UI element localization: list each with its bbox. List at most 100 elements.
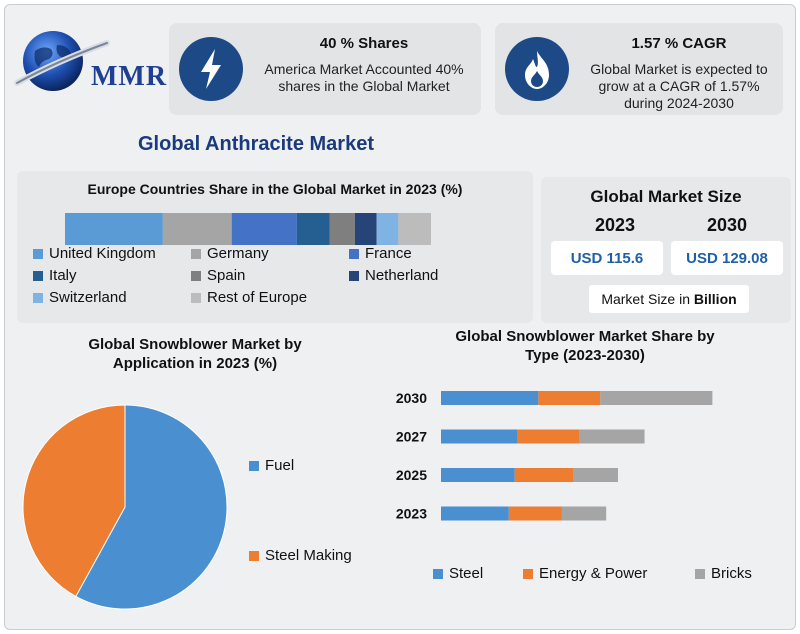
legend-swatch bbox=[33, 292, 43, 303]
shares-text-line2: shares in the Global Market bbox=[278, 78, 450, 94]
shares-text-line1: America Market Accounted 40% bbox=[264, 61, 464, 77]
europe-legend-germany: Germany bbox=[191, 245, 269, 262]
type-category-label-2030: 2030 bbox=[396, 390, 427, 406]
pie-slice-fuel bbox=[75, 404, 228, 610]
cagr-text-line3: during 2024-2030 bbox=[624, 95, 734, 111]
legend-label: Switzerland bbox=[49, 289, 127, 306]
europe-bar-segment-rest-of-europe bbox=[398, 213, 431, 245]
legend-label: Spain bbox=[207, 267, 246, 284]
europe-legend-netherland: Netherland bbox=[349, 267, 438, 284]
type-bar-2025-energy-power bbox=[514, 468, 574, 482]
type-bar-2030-steel bbox=[441, 391, 539, 405]
pie-legend-steel-making: Steel Making bbox=[249, 547, 352, 564]
page-title: Global Anthracite Market bbox=[138, 133, 374, 155]
type-bar-2025-steel bbox=[441, 468, 515, 482]
type-legend-steel: Steel bbox=[433, 565, 483, 582]
europe-legend-switzerland: Switzerland bbox=[33, 289, 127, 306]
legend-swatch bbox=[349, 270, 359, 281]
europe-share-panel: Europe Countries Share in the Global Mar… bbox=[17, 171, 533, 323]
shares-card: 40 % Shares America Market Accounted 40%… bbox=[169, 23, 481, 115]
cagr-text-line2: grow at a CAGR of 1.57% bbox=[598, 78, 760, 94]
market-size-title: Global Market Size bbox=[590, 187, 742, 206]
legend-swatch bbox=[249, 550, 259, 561]
market-size-2030-value: USD 129.08 bbox=[671, 241, 783, 275]
flame-icon bbox=[505, 37, 569, 101]
europe-chart-title: Europe Countries Share in the Global Mar… bbox=[87, 181, 463, 197]
type-bar-2027-energy-power bbox=[517, 429, 580, 444]
type-category-label-2027: 2027 bbox=[396, 429, 427, 445]
europe-bar-segment-united-kingdom bbox=[65, 213, 163, 245]
type-title-line1: Global Snowblower Market Share by bbox=[455, 328, 715, 345]
market-size-unit: Market Size in Billion bbox=[589, 285, 749, 313]
europe-bar-segment-germany bbox=[162, 213, 232, 245]
type-bar-2023-bricks bbox=[561, 506, 607, 521]
type-bar-2023-energy-power bbox=[508, 506, 562, 521]
legend-label: Italy bbox=[49, 267, 77, 284]
market-size-year-2023: 2023 bbox=[595, 215, 636, 235]
type-bar-2023-steel bbox=[441, 506, 509, 521]
legend-swatch bbox=[33, 270, 43, 281]
europe-bar-segment-netherland bbox=[354, 213, 377, 245]
cagr-text-line1: Global Market is expected to bbox=[590, 61, 768, 77]
europe-legend-france: France bbox=[349, 245, 412, 262]
europe-bar-segment-france bbox=[231, 213, 297, 245]
legend-swatch bbox=[695, 568, 705, 579]
application-pie-chart bbox=[22, 404, 228, 610]
legend-swatch bbox=[523, 568, 533, 579]
legend-label: Netherland bbox=[365, 267, 439, 284]
europe-bar-segment-spain bbox=[329, 213, 355, 245]
legend-swatch bbox=[191, 248, 201, 259]
type-category-label-2025: 2025 bbox=[396, 467, 427, 483]
type-chart-title: Global Snowblower Market Share by Type (… bbox=[425, 327, 745, 365]
pie-legend-fuel: Fuel bbox=[249, 457, 294, 474]
type-bar-2030-energy-power bbox=[538, 391, 601, 405]
type-legend-energy-power: Energy & Power bbox=[523, 565, 647, 582]
europe-bar-segment-italy bbox=[296, 213, 330, 245]
europe-legend-italy: Italy bbox=[33, 267, 77, 284]
europe-bar-segment-switzerland bbox=[376, 213, 399, 245]
market-size-unit-bold: Billion bbox=[693, 291, 737, 307]
legend-swatch bbox=[433, 568, 443, 579]
type-bar-2027-steel bbox=[441, 429, 518, 444]
cagr-title: 1.57 % CAGR bbox=[631, 35, 727, 52]
legend-label: Rest of Europe bbox=[207, 289, 308, 306]
shares-title: 40 % Shares bbox=[319, 35, 409, 52]
type-category-label-2023: 2023 bbox=[396, 506, 427, 522]
globe-icon bbox=[14, 31, 110, 91]
pie-slice-steel-making bbox=[22, 404, 126, 598]
mmr-logo: MMR bbox=[13, 15, 166, 95]
legend-label: United Kingdom bbox=[49, 245, 156, 262]
pie-title-line2: Application in 2023 (%) bbox=[112, 355, 278, 372]
pie-title-line1: Global Snowblower Market by bbox=[88, 336, 302, 353]
type-legend-bricks: Bricks bbox=[695, 565, 752, 582]
market-size-unit-prefix: Market Size in bbox=[601, 291, 694, 307]
lightning-icon bbox=[179, 37, 243, 101]
legend-label: Energy & Power bbox=[539, 565, 648, 582]
market-size-panel: Global Market Size 2023 2030 USD 115.6 U… bbox=[541, 177, 791, 323]
pie-chart-title: Global Snowblower Market by Application … bbox=[45, 335, 345, 373]
legend-label: Fuel bbox=[265, 457, 295, 474]
type-bar-2027-bricks bbox=[579, 429, 645, 444]
legend-label: Steel Making bbox=[265, 547, 352, 564]
type-bar-2030-bricks bbox=[600, 391, 713, 405]
cagr-card: 1.57 % CAGR Global Market is expected to… bbox=[495, 23, 783, 115]
market-size-year-2030: 2030 bbox=[707, 215, 748, 235]
type-stacked-bar-chart: 2030 2027 2025 2023 bbox=[396, 390, 713, 522]
market-size-2023-value: USD 115.6 bbox=[551, 241, 663, 275]
infographic-frame: MMR 40 % Shares America Market Accounted… bbox=[4, 4, 796, 630]
legend-swatch bbox=[191, 292, 201, 303]
type-title-line2: Type (2023-2030) bbox=[525, 347, 645, 364]
logo-text: MMR bbox=[91, 61, 168, 92]
type-bar-2025-bricks bbox=[573, 468, 618, 482]
europe-legend-united-kingdom: United Kingdom bbox=[33, 245, 156, 262]
legend-label: Bricks bbox=[711, 565, 752, 582]
legend-label: France bbox=[365, 245, 412, 262]
legend-swatch bbox=[349, 248, 359, 259]
legend-swatch bbox=[191, 270, 201, 281]
europe-stacked-bar bbox=[65, 213, 431, 245]
legend-swatch bbox=[33, 248, 43, 259]
europe-legend-spain: Spain bbox=[191, 267, 245, 284]
europe-legend-rest-of-europe: Rest of Europe bbox=[191, 289, 307, 306]
legend-label: Steel bbox=[449, 565, 484, 582]
legend-label: Germany bbox=[207, 245, 269, 262]
